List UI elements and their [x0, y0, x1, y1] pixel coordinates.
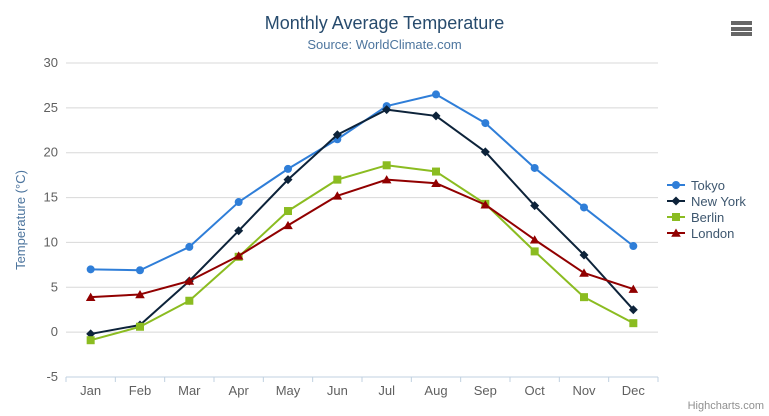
x-axis-label: Jun: [327, 383, 348, 398]
chart-subtitle: Source: WorldClimate.com: [307, 37, 462, 52]
y-axis-label: 30: [44, 55, 58, 70]
x-axis-label: Dec: [622, 383, 646, 398]
diamond-marker[interactable]: [480, 147, 490, 157]
triangle-marker[interactable]: [85, 292, 96, 301]
circle-marker[interactable]: [136, 266, 144, 275]
triangle-marker[interactable]: [431, 178, 441, 188]
circle-marker[interactable]: [86, 265, 95, 274]
x-axis-label: Sep: [474, 383, 497, 398]
square-marker[interactable]: [333, 175, 342, 184]
circle-marker[interactable]: [481, 119, 490, 128]
x-axis-label: Nov: [572, 383, 596, 398]
y-axis-label: 0: [51, 324, 58, 339]
circle-marker[interactable]: [234, 198, 243, 207]
y-axis-label: 10: [44, 234, 58, 249]
y-axis-label: 25: [44, 100, 58, 115]
x-axis-label: Feb: [129, 383, 151, 398]
legend-label: Tokyo: [691, 177, 725, 193]
triangle-marker[interactable]: [480, 200, 491, 209]
triangle-marker[interactable]: [579, 268, 589, 277]
square-marker[interactable]: [86, 336, 95, 345]
legend-item-tokyo[interactable]: Tokyo: [666, 177, 746, 193]
square-marker[interactable]: [530, 247, 539, 256]
diamond-marker[interactable]: [234, 226, 244, 236]
x-axis-label: Aug: [424, 383, 447, 398]
circle-marker[interactable]: [629, 242, 638, 251]
y-axis-title: Temperature (°C): [13, 170, 28, 270]
triangle-legend-icon: [667, 228, 685, 237]
chart-title: Monthly Average Temperature: [264, 13, 505, 33]
x-axis-label: Apr: [229, 383, 250, 398]
y-axis-label: -5: [46, 369, 58, 384]
diamond-marker[interactable]: [86, 329, 96, 339]
triangle-marker[interactable]: [283, 220, 293, 230]
square-marker[interactable]: [284, 207, 292, 216]
series-line-london: [89, 178, 635, 299]
triangle-marker[interactable]: [332, 191, 343, 200]
square-marker[interactable]: [382, 161, 391, 170]
triangle-marker[interactable]: [628, 284, 639, 293]
diamond-marker[interactable]: [283, 175, 293, 185]
x-axis-label: May: [276, 383, 301, 398]
x-axis-label: Jul: [378, 383, 395, 398]
triangle-marker[interactable]: [381, 175, 392, 184]
diamond-marker[interactable]: [332, 130, 342, 140]
y-axis-label: 20: [44, 145, 58, 160]
legend-label: London: [691, 225, 735, 241]
triangle-marker[interactable]: [184, 276, 195, 285]
diamond-marker[interactable]: [579, 250, 589, 260]
square-marker[interactable]: [185, 296, 194, 305]
series-line-new-york: [89, 108, 635, 335]
diamond-marker[interactable]: [530, 201, 540, 211]
x-axis-label: Mar: [178, 383, 201, 398]
hamburger-icon: [731, 32, 752, 36]
export-menu-button[interactable]: [731, 21, 752, 36]
series-line-tokyo: [89, 93, 635, 272]
hamburger-icon: [731, 26, 752, 31]
square-marker[interactable]: [136, 322, 144, 331]
diamond-marker[interactable]: [382, 105, 392, 115]
circle-legend-icon: [667, 181, 685, 189]
square-legend-icon: [667, 213, 685, 221]
triangle-marker[interactable]: [529, 235, 540, 244]
hamburger-icon: [731, 21, 752, 25]
triangle-marker[interactable]: [135, 289, 145, 299]
square-marker[interactable]: [580, 293, 588, 302]
circle-marker[interactable]: [432, 90, 440, 99]
legend-item-london[interactable]: London: [666, 225, 746, 241]
circle-marker[interactable]: [530, 163, 539, 172]
diamond-marker[interactable]: [628, 305, 638, 315]
triangle-marker[interactable]: [233, 251, 244, 260]
x-axis-label: Jan: [80, 383, 101, 398]
legend-label: Berlin: [691, 209, 725, 225]
diamond-legend-icon: [667, 196, 685, 206]
circle-marker[interactable]: [185, 242, 194, 251]
y-axis-label: 5: [51, 279, 58, 294]
legend-label: New York: [691, 193, 746, 209]
diamond-marker[interactable]: [431, 111, 441, 121]
circle-marker[interactable]: [580, 203, 588, 212]
series-line-berlin: [89, 164, 635, 342]
legend-item-new-york[interactable]: New York: [666, 193, 746, 209]
y-axis-label: 15: [44, 190, 58, 205]
legend-item-berlin[interactable]: Berlin: [666, 209, 746, 225]
square-marker[interactable]: [432, 167, 440, 176]
credits-link[interactable]: Highcharts.com: [687, 400, 764, 412]
circle-marker[interactable]: [284, 164, 292, 173]
legend: Tokyo New York Berlin London: [666, 177, 746, 241]
x-axis-label: Oct: [525, 383, 546, 398]
square-marker[interactable]: [629, 319, 638, 328]
